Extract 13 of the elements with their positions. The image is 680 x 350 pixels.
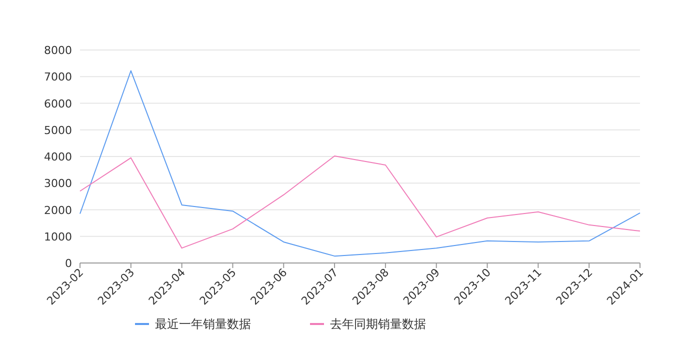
line-series: [80, 70, 640, 257]
line-series: [80, 155, 640, 249]
legend-label: 去年同期销量数据: [330, 317, 426, 331]
legend-label: 最近一年销量数据: [155, 317, 251, 331]
y-tick-label: 2000: [44, 204, 72, 217]
y-tick-label: 1000: [44, 230, 72, 244]
y-tick-label: 8000: [44, 44, 72, 57]
y-tick-label: 3000: [44, 177, 72, 190]
y-tick-label: 7000: [44, 70, 72, 84]
y-tick-label: 5000: [44, 124, 72, 137]
y-tick-label: 6000: [44, 97, 72, 110]
y-tick-label: 0: [65, 257, 72, 270]
y-tick-label: 4000: [44, 150, 72, 164]
